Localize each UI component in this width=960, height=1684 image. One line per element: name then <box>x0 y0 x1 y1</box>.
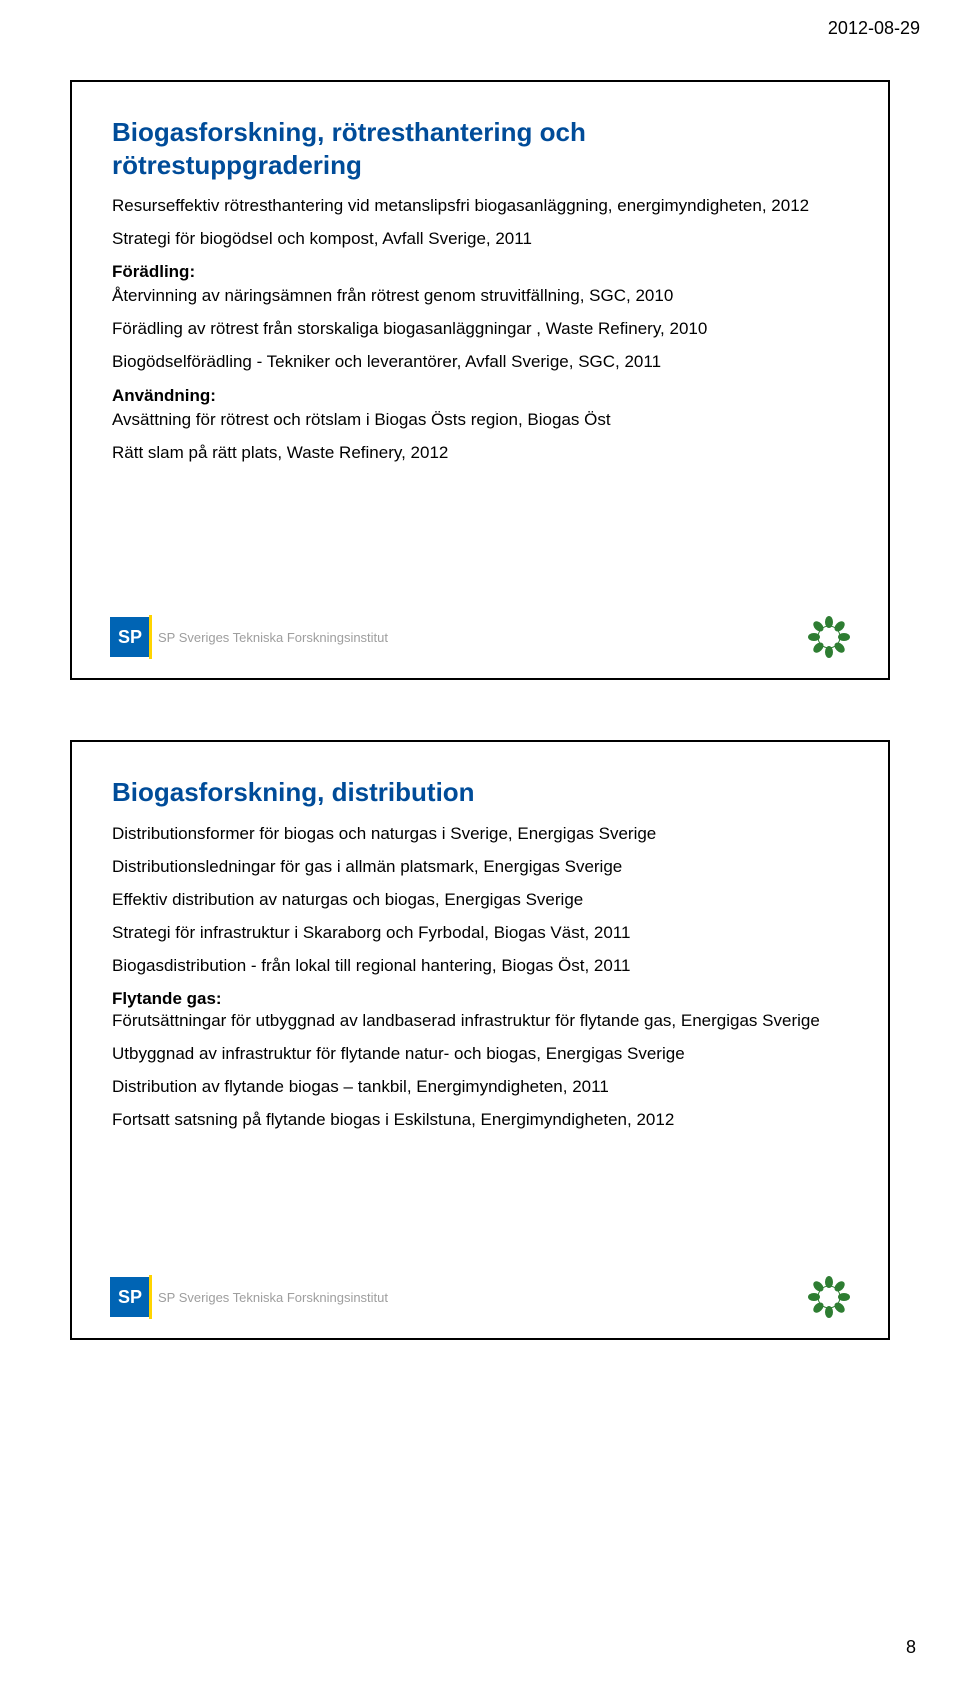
slide-2: Biogasforskning, distribution Distributi… <box>70 740 890 1340</box>
slide2-flytande-item: Fortsatt satsning på flytande biogas i E… <box>112 1109 848 1131</box>
slide1-foradling-item: Förädling av rötrest från storskaliga bi… <box>112 318 848 340</box>
sp-logo-box: SP <box>110 1277 150 1317</box>
rosette-icon <box>808 1276 850 1318</box>
page-root: 2012-08-29 Biogasforskning, rötresthante… <box>0 0 960 1684</box>
slide1-item: Strategi för biogödsel och kompost, Avfa… <box>112 228 848 250</box>
slide2-item: Strategi för infrastruktur i Skaraborg o… <box>112 922 848 944</box>
rosette-icon <box>808 616 850 658</box>
sp-logo-box: SP <box>110 617 150 657</box>
slide2-flytande-label: Flytande gas: <box>112 989 222 1008</box>
slide1-item: Resurseffektiv rötresthantering vid meta… <box>112 195 848 217</box>
slide1-title: Biogasforskning, rötresthantering och rö… <box>112 116 848 181</box>
slide2-item: Distributionsformer för biogas och natur… <box>112 823 848 845</box>
slide2-item: Biogasdistribution - från lokal till reg… <box>112 955 848 977</box>
slide-1: Biogasforskning, rötresthantering och rö… <box>70 80 890 680</box>
slide2-title: Biogasforskning, distribution <box>112 776 848 809</box>
logo-bar: SP SP Sveriges Tekniska Forskningsinstit… <box>110 1274 850 1320</box>
page-number: 8 <box>906 1637 916 1658</box>
logo-bar: SP SP Sveriges Tekniska Forskningsinstit… <box>110 614 850 660</box>
sp-logo-tagline: SP Sveriges Tekniska Forskningsinstitut <box>158 630 388 645</box>
slide2-section-flytande: Flytande gas: Förutsättningar för utbygg… <box>112 988 848 1032</box>
slide2-flytande-item: Utbyggnad av infrastruktur för flytande … <box>112 1043 848 1065</box>
slide2-flytande-item: Distribution av flytande biogas – tankbi… <box>112 1076 848 1098</box>
date-header: 2012-08-29 <box>828 18 920 39</box>
sp-logo: SP SP Sveriges Tekniska Forskningsinstit… <box>110 1277 388 1317</box>
slide1-section-anvandning: Användning: <box>112 385 848 407</box>
slide1-title-line1: Biogasforskning, rötresthantering och <box>112 117 586 147</box>
slide1-foradling-item: Återvinning av näringsämnen från rötrest… <box>112 285 848 307</box>
slide2-flytande-first: Förutsättningar för utbyggnad av landbas… <box>112 1011 820 1030</box>
slide1-foradling-item: Biogödselförädling - Tekniker och levera… <box>112 351 848 373</box>
sp-logo-tagline: SP Sveriges Tekniska Forskningsinstitut <box>158 1290 388 1305</box>
slide2-item: Distributionsledningar för gas i allmän … <box>112 856 848 878</box>
slide1-section-foradling: Förädling: <box>112 261 848 283</box>
slide1-anvandning-item: Rätt slam på rätt plats, Waste Refinery,… <box>112 442 848 464</box>
slide1-anvandning-item: Avsättning för rötrest och rötslam i Bio… <box>112 409 848 431</box>
sp-logo: SP SP Sveriges Tekniska Forskningsinstit… <box>110 617 388 657</box>
slide2-item: Effektiv distribution av naturgas och bi… <box>112 889 848 911</box>
slide1-title-line2: rötrestuppgradering <box>112 150 362 180</box>
